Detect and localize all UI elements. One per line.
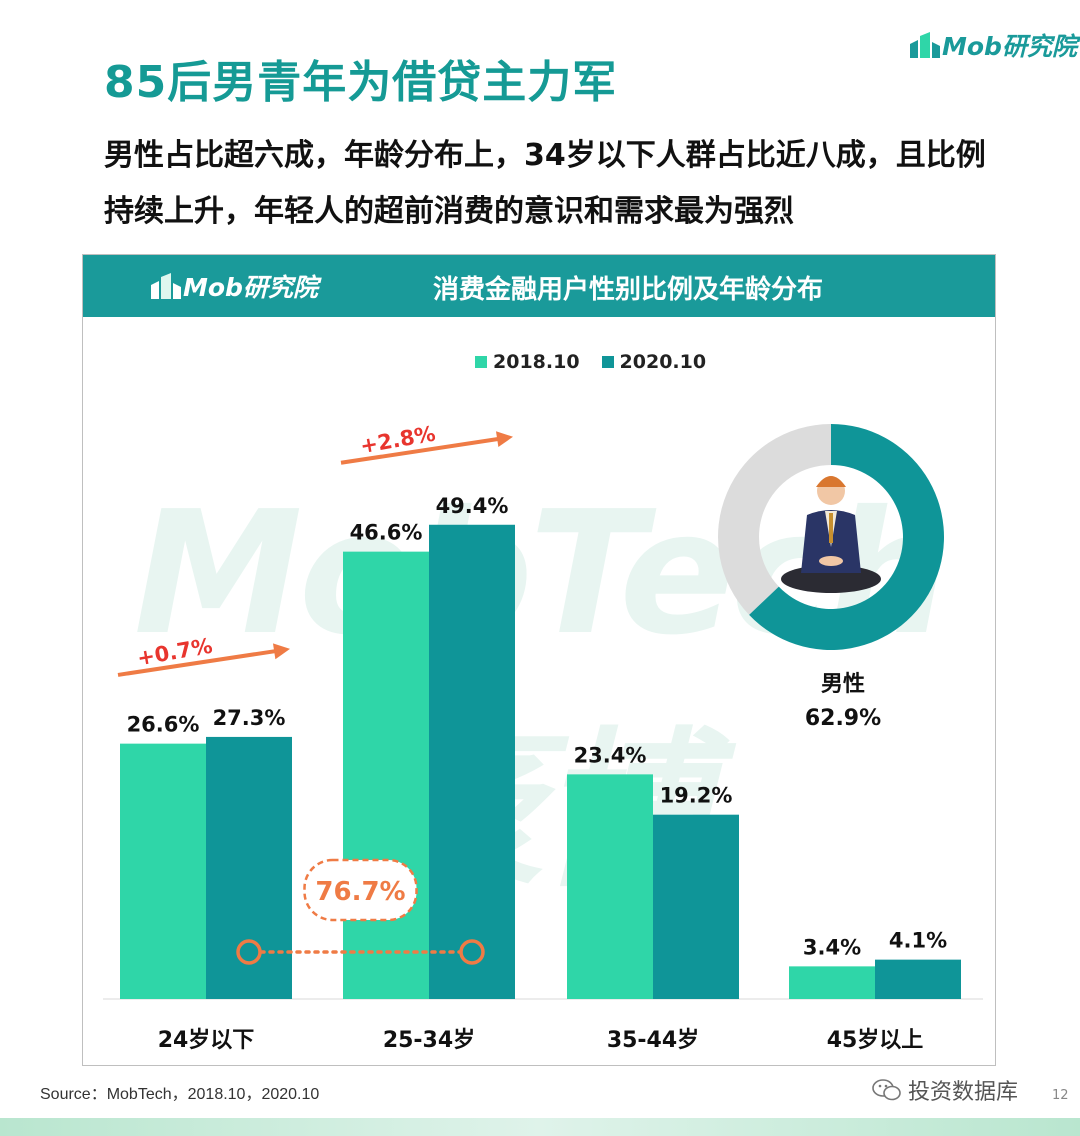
panel-title: 消费金融用户性别比例及年龄分布 [433, 275, 824, 305]
wechat-icon [872, 1079, 901, 1101]
bar-2018.10-35-44岁 [567, 774, 653, 999]
bar-2020.10-35-44岁 [653, 814, 739, 999]
bar-2018.10-24岁以下 [120, 743, 206, 999]
wechat-label: 投资数据库 [908, 1080, 1019, 1105]
page-subtitle: 男性占比超六成，年龄分布上，34岁以下人群占比近八成，且比例持续上升，年轻人的超… [104, 138, 986, 229]
panel-logo-building-icon [151, 273, 181, 299]
logo-text: Mob研究院 [942, 32, 1077, 61]
growth-arrowhead-24岁以下 [272, 643, 290, 660]
data-label-2020.10-35-44岁: 19.2% [660, 784, 733, 808]
legend-swatch-2020 [601, 356, 614, 368]
data-label-2020.10-25-34岁: 49.4% [436, 494, 509, 518]
x-tick-label-35-44岁: 35-44岁 [607, 1027, 699, 1053]
chart-panel: MobTech袤博 Mob研究院 消费金融用户性别比例及年龄分布 2018.10… [82, 254, 996, 1066]
meditating-man-illustration [781, 476, 881, 593]
age-distribution-chart: 26.6% 27.3% 24岁以下 46.6% 49.4% 25-34岁 23.4% 19.2… [103, 421, 983, 1053]
callout-right-circle [459, 939, 485, 965]
donut-slice-other [718, 424, 831, 615]
panel-logo-text: Mob研究院 [183, 273, 318, 302]
chart-legend: 2018.10 2020.10 [475, 351, 706, 373]
x-tick-label-25-34岁: 25-34岁 [383, 1027, 475, 1053]
legend-label-2018: 2018.10 [493, 351, 580, 373]
growth-arrow-25-34岁 [340, 436, 504, 465]
legend-swatch-2018 [475, 356, 487, 368]
donut-slice-male [749, 424, 944, 650]
bar-2020.10-25-34岁 [429, 524, 515, 999]
bar-2018.10-45岁以上 [789, 966, 875, 999]
bar-2020.10-24岁以下 [206, 736, 292, 999]
x-tick-label-24岁以下: 24岁以下 [158, 1027, 255, 1053]
data-label-2018.10-35-44岁: 23.4% [574, 743, 647, 767]
legend-item-2020: 2020.10 [601, 351, 707, 373]
panel-logo: Mob研究院 [149, 269, 318, 303]
page-title: 85后男青年为借贷主力军 [104, 57, 618, 108]
data-label-2018.10-24岁以下: 26.6% [127, 713, 200, 737]
data-label-2020.10-24岁以下: 27.3% [213, 706, 286, 730]
callout-value: 76.7% [315, 877, 405, 907]
bar-2020.10-45岁以上 [875, 959, 961, 999]
bottom-bar [0, 1118, 1080, 1136]
donut-label-name: 男性 [821, 672, 865, 697]
page-number: 12 [1052, 1088, 1069, 1103]
x-tick-label-45岁以上: 45岁以上 [827, 1027, 924, 1053]
panel-header: Mob研究院 消费金融用户性别比例及年龄分布 [83, 255, 995, 317]
source-note: Source：MobTech，2018.10，2020.10 [40, 1086, 320, 1103]
legend-label-2020: 2020.10 [619, 351, 707, 373]
logo-building-icon [910, 32, 940, 58]
growth-arrowhead-25-34岁 [495, 431, 513, 448]
bar-2018.10-25-34岁 [343, 551, 429, 999]
data-label-2018.10-25-34岁: 46.6% [350, 521, 423, 545]
data-label-2020.10-45岁以上: 4.1% [889, 929, 947, 953]
data-label-2018.10-45岁以上: 3.4% [803, 935, 861, 959]
callout-left-circle [236, 939, 262, 965]
legend-item-2018: 2018.10 [475, 351, 580, 373]
wechat-watermark: 投资数据库 [872, 1074, 1018, 1106]
growth-arrow-24岁以下 [117, 648, 281, 677]
callout-bubble [303, 858, 418, 922]
donut-label-value: 62.9% [805, 706, 881, 731]
mob-logo: Mob研究院 [908, 28, 1077, 62]
